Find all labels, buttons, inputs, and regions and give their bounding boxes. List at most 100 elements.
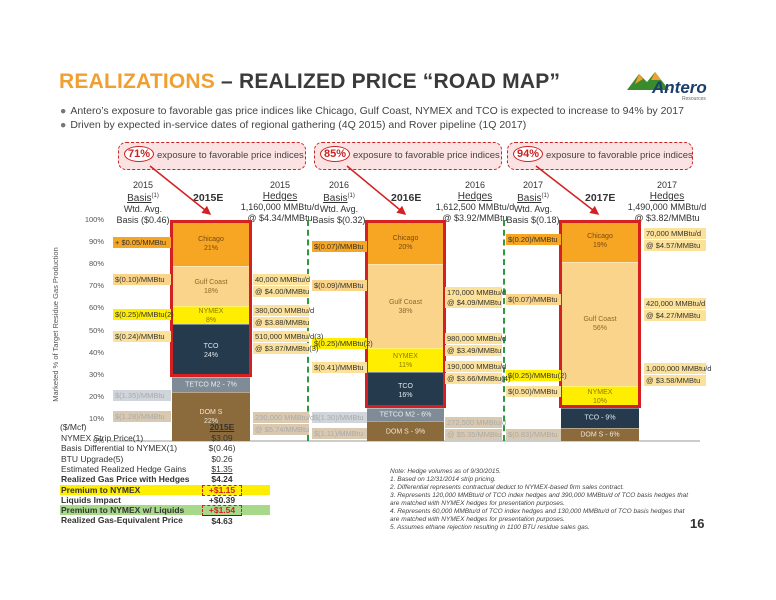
colhead-hedges-2015-l2: @ $4.34/MMBtu [247,213,313,223]
exposure-text-2015: exposure to favorable price indices [157,150,304,161]
y-tick-label: 0% [93,436,104,445]
basis-2016-label-5: $(1.11)/MMBtu [312,428,367,439]
colhead-hedges-2015: 2015 Hedges 1,160,000 MMBtu/d @ $4.34/MM… [240,180,320,224]
table-row: NYMEX Strip Price(1) $3.09 [60,433,270,443]
hedge-2016-label-3: @ $3.49/MMBtu [445,345,502,356]
bullet-2-text: Driven by expected in-service dates of r… [70,119,527,131]
hedge-2016-label-6: 272,500 MMBtu/d [445,417,507,428]
hedge-2016-label-4: 190,000 MMBtu/d [445,361,507,372]
basis-2017-label-4: $(0.83)/MMBtu [506,429,561,440]
basis-2016-label-1: $(0.09)/MMBtu [312,280,367,291]
hedge-2015-label-6: 230,000 MMBtu/d [253,412,315,423]
y-tick-label: 40% [88,347,104,357]
basis-2016-label-3: $(0.41)/MMBtu [312,362,367,373]
colhead-hedges-2017-l2: @ $3.82/MMBtu [634,213,700,223]
table-row-value: $4.24 [211,474,233,485]
hedge-2016-label-2: 980,000 MMBtu/d [445,333,507,344]
bar-segment-nymex-y2015: NYMEX 8% [172,306,250,324]
table-row-label: BTU Upgrade(5) [61,453,124,464]
basis-2015-label-5: $(1.28)/MMBtu [113,411,171,422]
basis-2016-label-4: $(1.30)/MMBtu [312,412,367,423]
bar-segment-tco-y2016: TCO 16% [367,372,444,408]
colhead-basis-2017: 2017 Basis(1) Wtd. Avg. Basis $(0.18) [500,180,566,226]
exposure-text-2016: exposure to favorable price indices [353,150,500,161]
basis-2015-label-4: $(1.35)/MMBtu [113,390,171,401]
table-row: Estimated Realized Hedge Gains $1.35 [60,464,270,474]
colhead-basis-2015-l2: Basis ($0.46) [116,215,170,225]
bullet-1-text: Antero’s exposure to favorable gas price… [70,105,684,117]
y-tick-label: 70% [88,281,104,291]
table-row: Premium to NYMEX w/ Liquids +$1.54 [60,505,270,517]
footnote-5: 5. Assumes ethane rejection resulting in… [390,524,590,531]
table-row-value: +$0.39 [208,494,236,505]
table-row-value: $1.35 [211,463,233,474]
bar-segment-chicago-y2017: Chicago 19% [561,220,639,262]
footnote-1: 1. Based on 12/31/2014 strip pricing. [390,476,496,483]
hedge-2017-label-2: 420,000 MMBtu/d [644,298,706,309]
logo-sub: Resources [682,96,706,102]
colhead-basis-2016-l1: Wtd. Avg. [319,204,359,214]
table-row: Liquids Impact +$0.39 [60,495,270,505]
exposure-text-2017: exposure to favorable price indices [546,150,693,161]
colhead-basis-2016: 2016 Basis(1) Wtd. Avg. Basis $(0.32) [306,180,372,226]
bar-highlight-y2016 [365,220,446,408]
bar-segment-gulf-y2017: Gulf Coast 56% [561,261,639,386]
colhead-hedges-2015-year: 2015 [269,180,291,190]
table-row-value: $(0.46) [208,443,236,454]
colhead-hedges-2017-l1: 1,490,000 MMBtu/d [627,202,707,212]
table-header: ($/Mcf) 2015E [60,422,270,432]
colhead-basis-2015-name: Basis [127,193,152,204]
basis-2017-label-3: $(0.50)/MMBtu [506,386,561,397]
footnotes: Note: Hedge volumes as of 9/30/2015. 1. … [390,468,690,532]
separator-2016-2017 [503,220,505,441]
table-row-label: Estimated Realized Hedge Gains [61,463,187,474]
table-row-label: Premium to NYMEX [61,484,141,495]
exposure-box-2015: 71% exposure to favorable price indices [118,142,306,170]
title-rest: – REALIZED PRICE “ROAD MAP” [215,70,561,93]
colhead-2017e: 2017E [585,192,616,204]
hedge-2015-label-2: 380,000 MMBtu/d [253,305,315,316]
colhead-basis-2017-l2: Basis $(0.18) [506,215,560,225]
colhead-basis-2015-sup: (1) [151,193,159,199]
basis-2017-label-2: $(0.25)/MMBtu(2) [506,370,567,381]
arrow-2016 [346,165,407,215]
hedge-2017-label-0: 70,000 MMBtu/d [644,228,706,239]
table-row-value: $4.63 [202,515,242,526]
basis-2015-label-1: $(0.10)/MMBtu [113,274,171,285]
colhead-basis-2017-l1: Wtd. Avg. [513,204,553,214]
hedge-2015-label-4: 510,000 MMBtu/d(3) [253,331,324,342]
table-row-label: Basis Differential to NYMEX(1) [61,443,178,454]
colhead-hedges-2017-year: 2017 [656,180,678,190]
basis-2015-label-3: $(0.24)/MMBtu [113,331,171,342]
table-row-value: $3.09 [211,433,233,443]
bar-segment-chicago-y2015: Chicago 21% [172,220,250,267]
colhead-hedges-2017-name: Hedges [649,191,685,202]
table-row-label: Realized Gas Price with Hedges [61,474,190,485]
basis-2017-label-0: $(0.20)/MMBtu [506,234,561,245]
table-row-label: NYMEX Strip Price(1) [61,433,144,443]
y-tick-label: 80% [88,259,104,269]
bar-segment-dom-y2015: DOM S 22% [172,392,250,441]
exposure-box-2016: 85% exposure to favorable price indices [314,142,502,170]
colhead-hedges-2016: 2016 Hedges 1,612,500 MMBtu/d @ $3.92/MM… [434,180,516,224]
y-tick-label: 50% [88,325,104,335]
page-number: 16 [690,516,705,531]
table-row: BTU Upgrade(5) $0.26 [60,454,270,464]
table-row: Realized Gas-Equivalent Price $4.63 [60,515,270,526]
colhead-hedges-2016-l1: 1,612,500 MMBtu/d [435,202,515,212]
exposure-pct-2017: 94% [513,146,544,162]
colhead-basis-2016-l2: Basis $(0.32) [312,215,366,225]
hedge-2017-label-4: 1,000,000 MMBtu/d [644,363,712,374]
y-tick-label: 10% [88,413,104,423]
colhead-basis-2015: 2015 Basis(1) Wtd. Avg. Basis ($0.46) [110,180,176,226]
basis-2017-label-1: $(0.07)/MMBtu [506,294,561,305]
hedge-2017-label-1: @ $4.57/MMBtu [644,240,706,251]
colhead-hedges-2016-year: 2016 [464,180,486,190]
colhead-basis-2015-l1: Wtd. Avg. [123,204,163,214]
colhead-hedges-2015-l1: 1,160,000 MMBtu/d [240,202,320,212]
basis-2015-label-0: + $0.05/MMBtu [113,237,171,248]
exposure-box-2017: 94% exposure to favorable price indices [507,142,693,170]
table-row-value: +$1.15 [202,484,242,496]
y-tick-label: 90% [88,237,104,247]
